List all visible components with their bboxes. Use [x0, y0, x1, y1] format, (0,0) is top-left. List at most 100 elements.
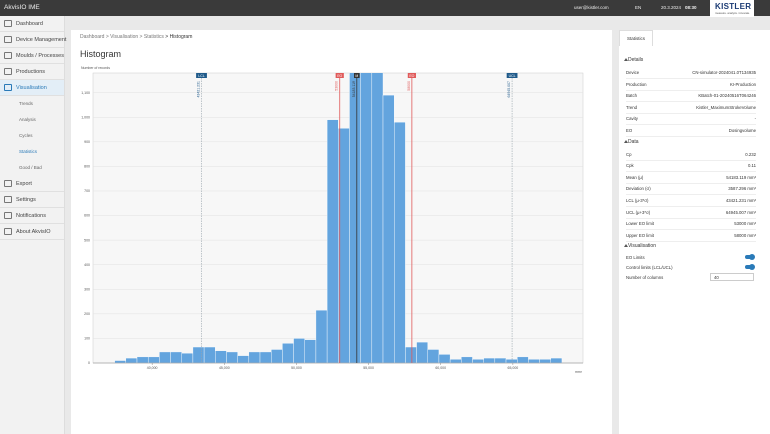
bar	[215, 350, 227, 363]
section-heading[interactable]: Details	[628, 57, 644, 63]
row-label: Deviation (σ)	[626, 186, 651, 192]
toggle-row: Control limits (LCL/UCL)	[626, 262, 756, 273]
bar	[248, 351, 261, 363]
reference-tag	[354, 73, 360, 78]
sidebar: Dashboard Device Management Moulds / Proce…	[0, 16, 66, 434]
nav-label: Notifications	[16, 213, 46, 219]
nav-label: Dashboard	[16, 21, 43, 27]
panel-tab[interactable]: Statistics	[619, 30, 654, 46]
toggle-switch[interactable]	[745, 264, 755, 271]
row-value: KI-Production	[729, 81, 756, 87]
time: 08:30	[685, 5, 697, 10]
panel-row: Cpk 0.11	[626, 160, 756, 173]
x-tick-label: 45,000	[219, 366, 230, 370]
reference-value: 58000	[407, 81, 411, 91]
section-heading[interactable]: Visualisation	[628, 243, 656, 250]
panel-row: Lower EO limit 53000 mm³	[626, 218, 756, 231]
reference-tag-label: UCL	[509, 74, 516, 78]
panel-row: Device CN-simulator-2024041.0T134935	[626, 67, 756, 79]
nav-item[interactable]: Visualisation	[0, 80, 64, 96]
bar	[505, 359, 518, 363]
reference-tag	[506, 73, 518, 78]
select-box[interactable]: 40	[710, 273, 754, 282]
nav-item[interactable]: Dashboard	[0, 16, 64, 32]
row-label: EO	[626, 128, 633, 133]
select-row: Number of columns 40	[626, 272, 756, 283]
row-value: 58000 mm³	[734, 232, 756, 238]
row-label: LCL (μ-3*σ)	[626, 198, 649, 203]
bar	[416, 341, 428, 363]
panel-row: Batch KBatch-01-20240516T064246	[626, 90, 756, 103]
nav-item[interactable]: Productions	[0, 64, 64, 80]
nav-item[interactable]: Settings	[0, 192, 64, 208]
row-label: Cp	[626, 151, 632, 157]
nav-subitem[interactable]: Statistics	[19, 149, 38, 154]
bar	[270, 349, 283, 363]
nav-item[interactable]: Moulds / Processes	[0, 48, 64, 64]
nav-item[interactable]: Export	[0, 176, 64, 192]
nav-item[interactable]: About AkvisIO	[0, 224, 64, 240]
row-value: 3587.296 mm³	[728, 186, 756, 192]
breadcrumb-item[interactable]: Visualisation	[104, 34, 138, 40]
x-unit: mm³	[575, 370, 583, 374]
row-value: Dosingvolume	[728, 128, 756, 133]
breadcrumb-item: Histogram	[164, 34, 193, 40]
row-label: Lower EO limit	[626, 221, 654, 227]
toggle-label: EO Limits	[626, 255, 645, 261]
nav-subitem[interactable]: Good / Bad	[19, 165, 42, 170]
bar	[159, 351, 171, 363]
logo: KISTLER measure. analyze. innovate.	[710, 0, 754, 17]
date: 20.3.2024	[661, 5, 682, 10]
language-menu[interactable]: EN	[635, 5, 642, 10]
bar	[393, 121, 406, 363]
reference-value: 53000	[335, 81, 339, 91]
panel-row: Cp 0.232	[626, 149, 756, 161]
bar	[125, 357, 138, 363]
y-tick-label: 1,000	[81, 115, 90, 119]
logo-text: KISTLER	[715, 2, 752, 11]
x-tick-label: 55,000	[363, 366, 374, 370]
bar	[405, 346, 417, 363]
nav-item[interactable]: Notifications	[0, 208, 64, 224]
bar	[326, 119, 339, 363]
reference-value: 64945.007	[507, 81, 511, 98]
nav-subitem[interactable]: Cycles	[19, 133, 33, 138]
section-heading[interactable]: Data	[628, 138, 639, 145]
reference-value: 54183.119	[352, 81, 356, 97]
nav-icon	[4, 84, 12, 91]
nav-label: Settings	[16, 197, 36, 203]
row-value: 43421.231 mm³	[725, 198, 756, 203]
row-value: KBatch-01-20240516T064246	[698, 93, 756, 99]
histogram-chart: Number of records 0 100 200 300 400 500 600 700 8…	[81, 66, 584, 374]
toggle-switch[interactable]	[745, 254, 755, 261]
toggle-label: Control limits (LCL/UCL)	[626, 265, 673, 271]
bar	[550, 357, 563, 363]
statistics-panel	[619, 30, 770, 434]
nav-icon	[4, 228, 12, 235]
row-value: 53000 mm³	[734, 221, 756, 227]
reference-tag	[407, 73, 416, 78]
row-value: 54183.119 mm³	[726, 174, 756, 180]
bar	[449, 359, 462, 363]
row-value: CN-simulator-2024041.0T134935	[692, 70, 756, 75]
breadcrumb-item[interactable]: Dashboard	[80, 34, 105, 40]
nav-label: Visualisation	[16, 85, 47, 91]
y-tick-label: 1,100	[81, 91, 90, 95]
breadcrumb-item[interactable]: Statistics	[138, 34, 164, 40]
nav-subitem[interactable]: Trends	[19, 101, 33, 106]
section-caret	[624, 58, 628, 61]
nav-icon	[4, 180, 12, 187]
reference-tag-label: LCL	[198, 74, 204, 78]
logo-tagline: measure. analyze. innovate.	[715, 11, 750, 15]
user-menu[interactable]: user@kistler.com	[574, 5, 609, 10]
y-tick-label: 200	[84, 312, 90, 316]
panel-row: EO Dosingvolume	[626, 125, 756, 137]
reference-tag	[335, 73, 344, 78]
y-tick-label: 800	[84, 165, 90, 169]
app-name: AkvisIO IME	[4, 4, 40, 11]
panel-row: Deviation (σ) 3587.296 mm³	[626, 183, 756, 196]
x-tick-label: 65,000	[508, 366, 519, 370]
nav-subitem[interactable]: Analysis	[19, 117, 36, 122]
nav-item[interactable]: Device Management	[0, 32, 66, 48]
